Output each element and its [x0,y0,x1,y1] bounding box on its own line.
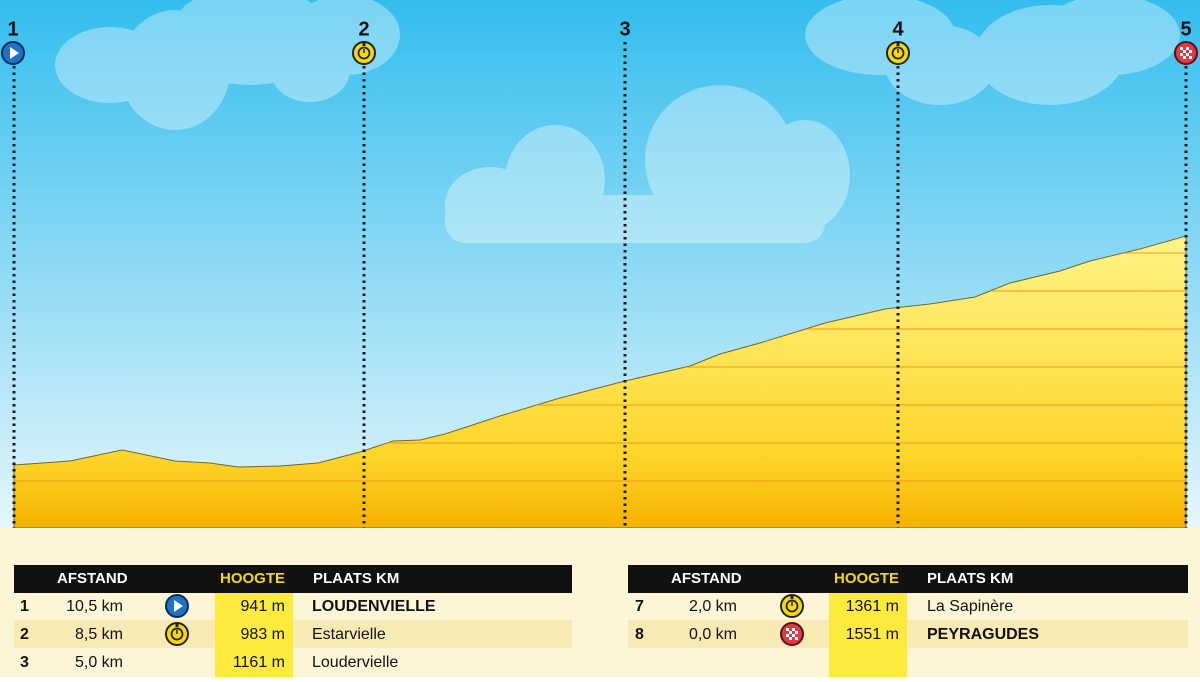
height: 1551 m [846,626,899,643]
table-header [628,565,1188,593]
header: AFSTAND [671,570,742,587]
header: PLAATS KM [927,570,1013,587]
marker-label: 3 [619,18,630,40]
height: 983 m [241,626,285,643]
place: Estarvielle [312,626,386,643]
distance: 2,0 km [689,598,737,615]
sprint-icon [780,594,804,618]
height-column [215,593,293,677]
elevation-profile [13,235,1187,529]
finish-icon [1174,41,1198,65]
place: LOUDENVIELLE [312,598,436,615]
sprint-icon [165,622,189,646]
marker-label: 2 [358,18,369,40]
row-number: 3 [20,654,29,671]
distance: 8,5 km [75,626,123,643]
table-background [0,528,1200,677]
height: 1361 m [846,598,899,615]
header: HOOGTE [834,570,899,587]
row-number: 7 [635,598,644,615]
row-number: 2 [20,626,29,643]
place: PEYRAGUDES [927,626,1039,643]
marker-label: 5 [1180,18,1191,40]
place: Loudervielle [312,654,398,671]
row-number: 1 [20,598,29,615]
header: HOOGTE [220,570,285,587]
table-header [14,565,572,593]
start-icon [1,41,25,65]
header: AFSTAND [57,570,128,587]
distance: 0,0 km [689,626,737,643]
header: PLAATS KM [313,570,399,587]
marker-label: 1 [7,18,18,40]
height-column [829,593,907,677]
height: 1161 m [233,654,285,671]
distance: 10,5 km [66,598,123,615]
finish-icon [780,622,804,646]
place: La Sapinère [927,598,1013,615]
marker-label: 4 [892,18,904,40]
marker-lines [12,42,1188,528]
row-number: 8 [635,626,644,643]
row-stripe [628,620,1188,648]
sprint-icon [352,41,376,65]
height: 941 m [241,598,285,615]
distance: 5,0 km [75,654,123,671]
sprint-icon [886,41,910,65]
start-icon [165,594,189,618]
